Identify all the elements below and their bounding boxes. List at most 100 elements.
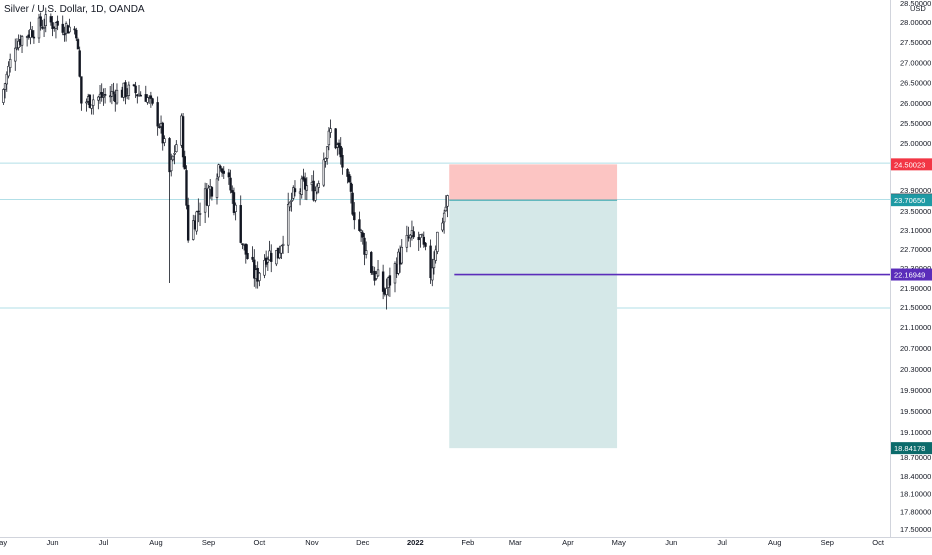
candle-body: [139, 94, 142, 97]
stop-loss-zone: [449, 164, 618, 201]
candle-body: [420, 234, 424, 237]
price-tick-label: 18.70000: [900, 453, 931, 462]
time-tick-label: May: [612, 538, 626, 547]
candle-body: [163, 138, 166, 143]
price-tick-label: 17.50000: [900, 525, 931, 534]
candle-body: [15, 47, 19, 50]
candle-body: [31, 30, 34, 37]
price-tick-label: 20.30000: [900, 365, 931, 374]
price-tick-label: 22.30000: [900, 264, 931, 273]
candle-body: [192, 220, 195, 240]
candle-body: [280, 245, 283, 254]
candle-body: [102, 96, 105, 98]
candle-body: [358, 219, 361, 231]
candle-body: [2, 89, 5, 103]
candle-body: [39, 16, 42, 27]
price-tick-label: 21.50000: [900, 303, 931, 312]
time-tick-label: Mar: [509, 538, 522, 547]
candle-body: [346, 169, 349, 177]
candle-body: [370, 252, 373, 273]
candle-body: [124, 82, 127, 98]
price-tick-label: 26.50000: [900, 79, 931, 88]
candle-body: [422, 236, 426, 245]
candle-body: [278, 252, 281, 259]
candle-body: [405, 234, 409, 248]
take-profit-zone: [449, 200, 618, 449]
price-tick-label: 21.10000: [900, 323, 931, 332]
price-tick-label: 28.50000: [900, 0, 931, 8]
candle-body: [292, 187, 295, 199]
candle-body: [424, 242, 427, 247]
candle-body: [263, 259, 266, 276]
candle-body: [246, 253, 249, 259]
time-tick-label: Oct: [254, 538, 267, 547]
candle-body: [412, 231, 415, 238]
candle-body: [88, 94, 92, 108]
candle-body: [37, 17, 41, 39]
price-tick-label: 23.90000: [900, 186, 931, 195]
candle-body: [409, 234, 412, 239]
candle-body: [251, 256, 254, 260]
candle-body: [441, 222, 444, 231]
candle-body: [266, 258, 270, 263]
price-tag: [891, 268, 932, 281]
candle-body: [281, 243, 285, 246]
candle-body: [325, 146, 329, 159]
candle-body: [173, 152, 176, 155]
time-tick-label: Dec: [356, 538, 370, 547]
candle-body: [63, 33, 66, 36]
candle-body: [334, 128, 337, 149]
price-tick-label: 26.00000: [900, 99, 931, 108]
candle-body: [97, 96, 100, 101]
candle-body: [364, 250, 368, 255]
candle-body: [253, 259, 256, 279]
price-tag-label: 18.84178: [894, 444, 925, 453]
time-tick-label: Feb: [461, 538, 474, 547]
candle-body: [73, 28, 76, 31]
price-tick-label: 18.10000: [900, 490, 931, 499]
candle-body: [197, 210, 200, 213]
candle-body: [5, 73, 8, 85]
price-tag-label: 22.16949: [894, 271, 925, 280]
price-tick-label: 18.40000: [900, 472, 931, 481]
candle-body: [348, 174, 351, 183]
candle-body: [353, 212, 356, 221]
candle-body: [314, 190, 317, 201]
time-tick-label: Jul: [717, 538, 727, 547]
symbol-title: Silver / U.S. Dollar, 1D, OANDA: [4, 4, 145, 15]
candle-body: [132, 84, 136, 87]
candle-body: [349, 182, 353, 192]
candle-body: [32, 36, 36, 39]
time-tick-label: Jun: [47, 538, 59, 547]
candle-body: [376, 269, 380, 277]
candle-body: [14, 47, 17, 62]
candle-body: [227, 172, 231, 178]
candle-body: [286, 204, 290, 246]
candle-body: [293, 188, 297, 193]
candle-body: [431, 267, 434, 281]
price-tick-label: 20.70000: [900, 344, 931, 353]
candle-body: [207, 187, 210, 207]
candle-body: [270, 252, 273, 262]
candle-body: [215, 178, 219, 198]
price-tick-label: 25.00000: [900, 139, 931, 148]
candle-body: [359, 230, 363, 233]
candle-body: [385, 288, 388, 295]
candle-body: [442, 212, 446, 223]
candle-body: [361, 232, 364, 238]
candle-body: [317, 183, 320, 188]
candle-body: [288, 202, 292, 208]
candle-body: [231, 190, 234, 193]
time-tick-label: 2022: [407, 538, 424, 547]
currency-label: USD: [910, 4, 926, 13]
candle-body: [185, 170, 188, 206]
candle-body: [76, 39, 80, 50]
price-tick-label: 27.00000: [900, 58, 931, 67]
candle-body: [210, 187, 214, 197]
candle-body: [103, 94, 107, 96]
candle-body: [134, 85, 137, 94]
price-tag: [891, 442, 932, 455]
price-tick-label: 19.50000: [900, 407, 931, 416]
